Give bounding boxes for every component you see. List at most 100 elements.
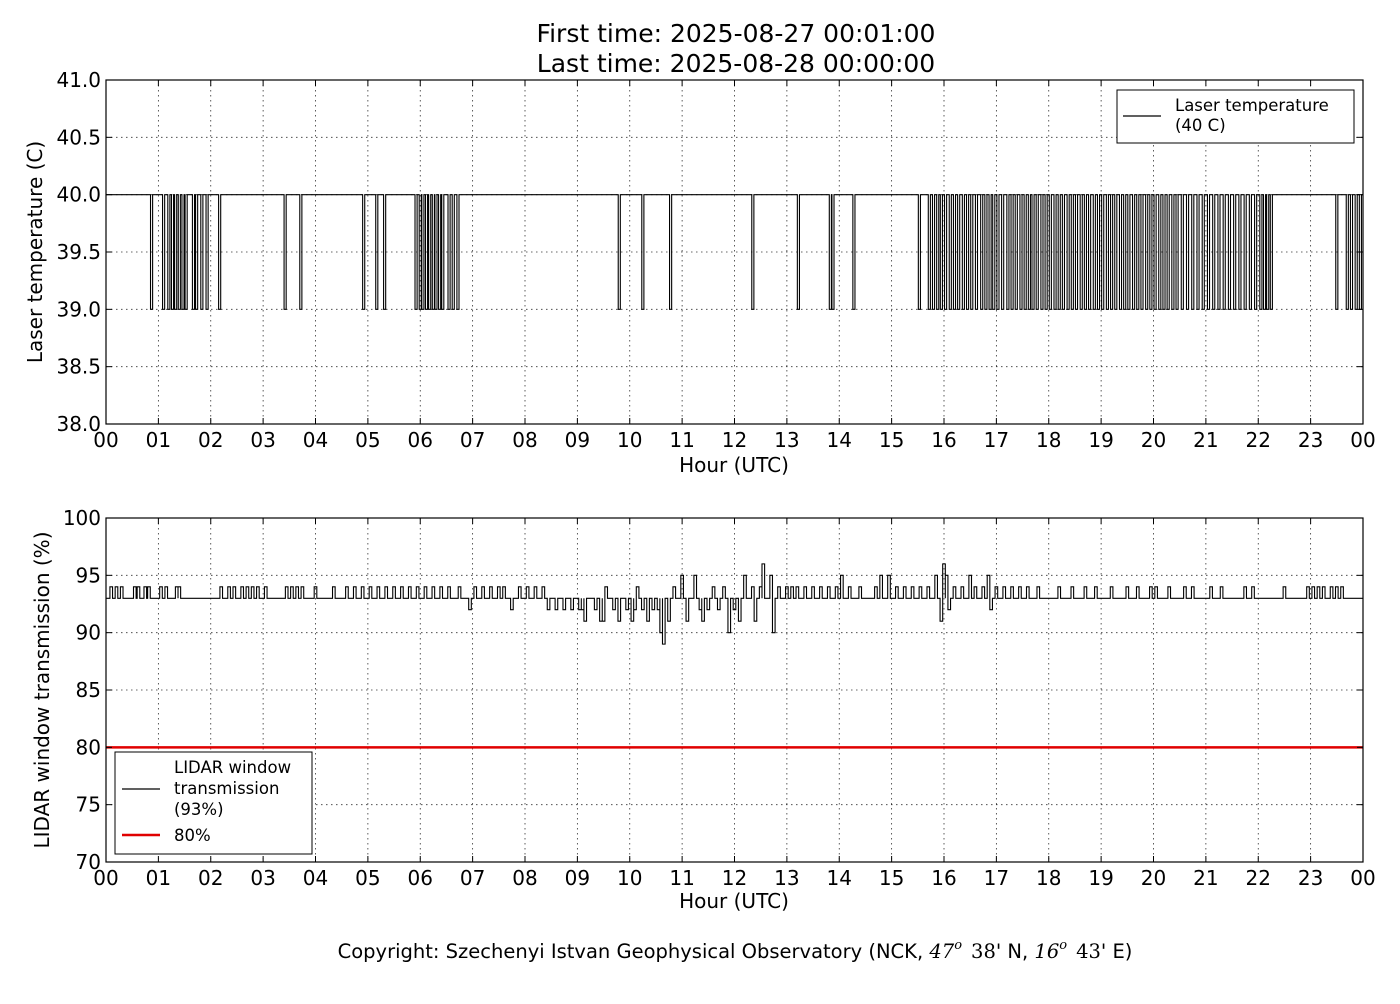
longitude-minutes: 43 bbox=[1076, 940, 1101, 963]
lidar-transmission-x-tick-label: 07 bbox=[460, 866, 485, 890]
lidar-transmission-panel: 00 01 02 03 04 05 06 07 08 09 10 11 12 13 14 15 16 17 18 19… bbox=[30, 506, 1376, 913]
lidar-transmission-x-tick-label: 12 bbox=[722, 866, 747, 890]
latitude-degrees: 47 bbox=[928, 940, 954, 963]
laser-temperature-y-tick-label: 40.5 bbox=[56, 125, 101, 149]
first-time-title: First time: 2025-08-27 00:01:00 bbox=[537, 19, 936, 48]
lidar-transmission-x-tick-label: 00 bbox=[1350, 866, 1375, 890]
lidar-transmission-legend-label-line2: transmission bbox=[174, 779, 279, 798]
laser-temperature-y-tick-label: 40.0 bbox=[56, 183, 101, 207]
laser-temperature-x-tick-label: 22 bbox=[1246, 428, 1271, 452]
lidar-transmission-x-tick-label: 09 bbox=[565, 866, 590, 890]
lidar-transmission-x-tick-label: 10 bbox=[617, 866, 642, 890]
lidar-transmission-legend: LIDAR window transmission (93%) 80% bbox=[114, 751, 313, 855]
lidar-transmission-y-ticks: 70 75 80 85 90 95 100 bbox=[63, 506, 1363, 874]
copyright-prefix: Copyright: Szechenyi Istvan Geophysical … bbox=[338, 940, 930, 963]
lidar-transmission-x-tick-label: 23 bbox=[1298, 866, 1323, 890]
longitude-hemisphere: ' E) bbox=[1101, 940, 1133, 963]
laser-temperature-x-tick-label: 08 bbox=[512, 428, 537, 452]
laser-temperature-x-tick-label: 05 bbox=[355, 428, 380, 452]
laser-temperature-x-tick-label: 12 bbox=[722, 428, 747, 452]
threshold-legend-label: 80% bbox=[174, 826, 211, 845]
laser-temperature-y-tick-label: 41.0 bbox=[56, 68, 101, 92]
laser-temperature-x-ticks: 00 01 02 03 04 05 06 07 08 09 10 11 12 13 14 15 16 17 18 19… bbox=[93, 80, 1376, 452]
lidar-transmission-x-tick-label: 02 bbox=[198, 866, 223, 890]
lidar-transmission-x-tick-label: 15 bbox=[879, 866, 904, 890]
laser-temperature-x-tick-label: 17 bbox=[984, 428, 1009, 452]
last-time-title: Last time: 2025-08-28 00:00:00 bbox=[537, 49, 935, 78]
laser-temperature-x-tick-label: 00 bbox=[1350, 428, 1375, 452]
lidar-transmission-legend-label-line3: (93%) bbox=[174, 800, 224, 819]
lidar-transmission-legend-box bbox=[114, 751, 313, 855]
laser-temperature-x-tick-label: 20 bbox=[1141, 428, 1166, 452]
copyright-text: Copyright: Szechenyi Istvan Geophysical … bbox=[338, 938, 1133, 963]
laser-temperature-x-tick-label: 18 bbox=[1036, 428, 1061, 452]
lidar-transmission-x-tick-label: 19 bbox=[1088, 866, 1113, 890]
laser-temperature-panel: 00 01 02 03 04 05 06 07 08 09 10 11 12 13 14 15 16 17 18 19… bbox=[23, 68, 1376, 477]
lidar-transmission-x-tick-label: 08 bbox=[512, 866, 537, 890]
lidar-transmission-y-tick-label: 80 bbox=[76, 735, 101, 759]
lidar-transmission-x-axis-label: Hour (UTC) bbox=[679, 889, 789, 913]
laser-temperature-x-tick-label: 23 bbox=[1298, 428, 1323, 452]
laser-temperature-x-tick-label: 11 bbox=[669, 428, 694, 452]
longitude-degree-symbol: o bbox=[1059, 938, 1067, 953]
laser-temperature-x-tick-label: 01 bbox=[146, 428, 171, 452]
laser-temperature-y-tick-label: 38.0 bbox=[56, 412, 101, 436]
lidar-transmission-x-tick-label: 18 bbox=[1036, 866, 1061, 890]
lidar-transmission-y-tick-label: 100 bbox=[63, 506, 101, 530]
laser-temperature-x-tick-label: 21 bbox=[1193, 428, 1218, 452]
latitude-hemisphere: ' N, bbox=[996, 940, 1035, 963]
lidar-transmission-x-tick-label: 01 bbox=[146, 866, 171, 890]
laser-temperature-x-tick-label: 19 bbox=[1088, 428, 1113, 452]
lidar-transmission-x-tick-label: 14 bbox=[827, 866, 852, 890]
lidar-transmission-x-tick-label: 17 bbox=[984, 866, 1009, 890]
laser-temperature-x-tick-label: 09 bbox=[565, 428, 590, 452]
laser-temperature-legend-label-line1: Laser temperature bbox=[1175, 96, 1329, 115]
latitude-minutes: 38 bbox=[971, 940, 996, 963]
laser-temperature-x-tick-label: 16 bbox=[931, 428, 956, 452]
laser-temperature-x-tick-label: 14 bbox=[827, 428, 852, 452]
laser-temperature-legend-label-line2: (40 C) bbox=[1175, 116, 1226, 135]
laser-temperature-x-tick-label: 00 bbox=[93, 428, 118, 452]
laser-temperature-x-tick-label: 03 bbox=[250, 428, 275, 452]
lidar-transmission-x-tick-label: 11 bbox=[669, 866, 694, 890]
laser-temperature-x-tick-label: 04 bbox=[303, 428, 328, 452]
lidar-transmission-x-tick-label: 06 bbox=[408, 866, 433, 890]
laser-temperature-x-tick-label: 15 bbox=[879, 428, 904, 452]
laser-temperature-x-tick-label: 02 bbox=[198, 428, 223, 452]
lidar-transmission-x-tick-label: 16 bbox=[931, 866, 956, 890]
lidar-transmission-x-tick-label: 04 bbox=[303, 866, 328, 890]
laser-temperature-x-tick-label: 10 bbox=[617, 428, 642, 452]
lidar-transmission-x-tick-label: 20 bbox=[1141, 866, 1166, 890]
latitude-degree-symbol: o bbox=[954, 938, 962, 953]
lidar-transmission-y-axis-label: LIDAR window transmission (%) bbox=[30, 532, 54, 849]
laser-temperature-x-tick-label: 13 bbox=[774, 428, 799, 452]
lidar-transmission-x-tick-label: 13 bbox=[774, 866, 799, 890]
lidar-transmission-y-tick-label: 95 bbox=[76, 563, 101, 587]
laser-temperature-y-tick-label: 39.0 bbox=[56, 297, 101, 321]
lidar-transmission-y-tick-label: 75 bbox=[76, 793, 101, 817]
lidar-transmission-x-tick-label: 22 bbox=[1246, 866, 1271, 890]
laser-temperature-x-tick-label: 06 bbox=[408, 428, 433, 452]
lidar-transmission-trace bbox=[106, 563, 1363, 645]
laser-temperature-legend: Laser temperature (40 C) bbox=[1116, 89, 1355, 144]
lidar-transmission-y-tick-label: 70 bbox=[76, 850, 101, 874]
laser-temperature-y-tick-label: 38.5 bbox=[56, 355, 101, 379]
lidar-transmission-y-tick-label: 90 bbox=[76, 621, 101, 645]
laser-temperature-x-axis-label: Hour (UTC) bbox=[679, 453, 789, 477]
lidar-transmission-legend-label-line1: LIDAR window bbox=[174, 758, 291, 777]
lidar-transmission-x-tick-label: 05 bbox=[355, 866, 380, 890]
lidar-transmission-y-tick-label: 85 bbox=[76, 678, 101, 702]
longitude-degrees: 16 bbox=[1034, 940, 1059, 963]
lidar-transmission-x-ticks: 00 01 02 03 04 05 06 07 08 09 10 11 12 13 14 15 16 17 18 19… bbox=[93, 518, 1376, 890]
lidar-transmission-x-tick-label: 03 bbox=[250, 866, 275, 890]
lidar-transmission-x-tick-label: 21 bbox=[1193, 866, 1218, 890]
laser-temperature-x-tick-label: 07 bbox=[460, 428, 485, 452]
laser-temperature-y-ticks: 38.0 38.5 39.0 39.5 40.0 40.5 41.0 bbox=[56, 68, 1363, 436]
laser-temperature-y-tick-label: 39.5 bbox=[56, 240, 101, 264]
laser-temperature-y-axis-label: Laser temperature (C) bbox=[23, 141, 47, 363]
laser-temperature-series-line bbox=[106, 194, 1363, 310]
laser-temperature-trace bbox=[106, 194, 1363, 310]
lidar-transmission-series-line bbox=[106, 563, 1363, 645]
lidar-transmission-x-tick-label: 00 bbox=[93, 866, 118, 890]
